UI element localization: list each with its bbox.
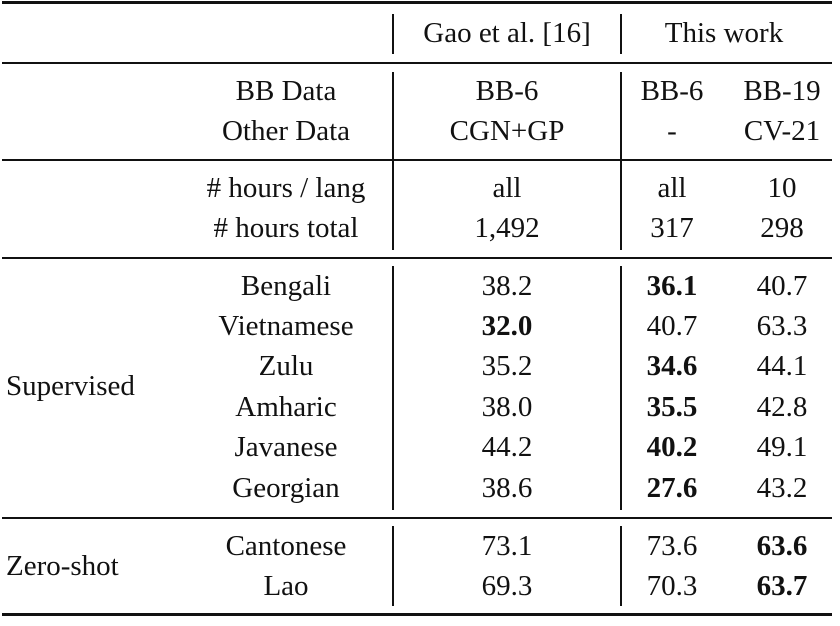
value-gao: 38.0 bbox=[481, 391, 533, 423]
group-label-supervised: Supervised bbox=[6, 370, 135, 402]
header-this-work: This work bbox=[664, 17, 784, 49]
value-this1: 40.2 bbox=[646, 431, 698, 463]
zeroshot-rule bbox=[2, 517, 832, 519]
meta-this1: - bbox=[667, 115, 677, 147]
value-this2: 63.6 bbox=[756, 530, 808, 562]
value-this1: 34.6 bbox=[646, 350, 698, 382]
meta-gao: BB-6 bbox=[475, 75, 539, 107]
lang-name: Bengali bbox=[240, 270, 332, 302]
lang-name: Georgian bbox=[232, 472, 340, 504]
meta-this2: CV-21 bbox=[743, 115, 821, 147]
meta-label: # hours total bbox=[213, 212, 359, 244]
lang-name: Javanese bbox=[234, 431, 338, 463]
meta-this1: BB-6 bbox=[640, 75, 704, 107]
data-rule bbox=[2, 159, 832, 161]
lang-name: Vietnamese bbox=[218, 310, 354, 342]
vline-zs-left bbox=[392, 526, 394, 606]
value-this1: 27.6 bbox=[646, 472, 698, 504]
meta-gao: CGN+GP bbox=[449, 115, 565, 147]
meta-this1: 317 bbox=[650, 212, 694, 244]
value-this1: 40.7 bbox=[646, 310, 698, 342]
meta-gao: 1,492 bbox=[474, 212, 540, 244]
value-gao: 73.1 bbox=[481, 530, 533, 562]
vline-body-left bbox=[392, 72, 394, 250]
vline-zs-right bbox=[620, 526, 622, 606]
header-rule bbox=[2, 62, 832, 64]
lang-name: Cantonese bbox=[225, 530, 347, 562]
group-label-zeroshot: Zero-shot bbox=[6, 550, 119, 582]
lang-name: Amharic bbox=[235, 391, 337, 423]
meta-label: Other Data bbox=[221, 115, 351, 147]
lang-name: Zulu bbox=[258, 350, 314, 382]
meta-this2: BB-19 bbox=[743, 75, 821, 107]
meta-label: BB Data bbox=[235, 75, 337, 107]
value-this1: 73.6 bbox=[646, 530, 698, 562]
bottom-rule bbox=[2, 613, 832, 616]
value-this2: 43.2 bbox=[756, 472, 808, 504]
value-gao: 35.2 bbox=[481, 350, 533, 382]
value-this1: 70.3 bbox=[646, 570, 698, 602]
value-gao: 44.2 bbox=[481, 431, 533, 463]
value-this2: 63.3 bbox=[756, 310, 808, 342]
vline-header-left bbox=[392, 14, 394, 54]
value-this2: 49.1 bbox=[756, 431, 808, 463]
top-rule bbox=[2, 1, 832, 4]
header-gao: Gao et al. [16] bbox=[423, 17, 591, 49]
hours-rule bbox=[2, 257, 832, 259]
meta-this2: 298 bbox=[760, 212, 804, 244]
value-this1: 35.5 bbox=[646, 391, 698, 423]
meta-this2: 10 bbox=[767, 172, 797, 204]
meta-this1: all bbox=[657, 172, 687, 204]
meta-label: # hours / lang bbox=[206, 172, 366, 204]
value-this2: 42.8 bbox=[756, 391, 808, 423]
value-this1: 36.1 bbox=[646, 270, 698, 302]
vline-sup-right bbox=[620, 266, 622, 510]
value-this2: 40.7 bbox=[756, 270, 808, 302]
value-gao: 69.3 bbox=[481, 570, 533, 602]
value-gao: 38.6 bbox=[481, 472, 533, 504]
value-this2: 63.7 bbox=[756, 570, 808, 602]
value-this2: 44.1 bbox=[756, 350, 808, 382]
value-gao: 38.2 bbox=[481, 270, 533, 302]
vline-body-right bbox=[620, 72, 622, 250]
vline-header-right bbox=[620, 14, 622, 54]
value-gao: 32.0 bbox=[481, 310, 533, 342]
vline-sup-left bbox=[392, 266, 394, 510]
meta-gao: all bbox=[492, 172, 522, 204]
lang-name: Lao bbox=[263, 570, 309, 602]
